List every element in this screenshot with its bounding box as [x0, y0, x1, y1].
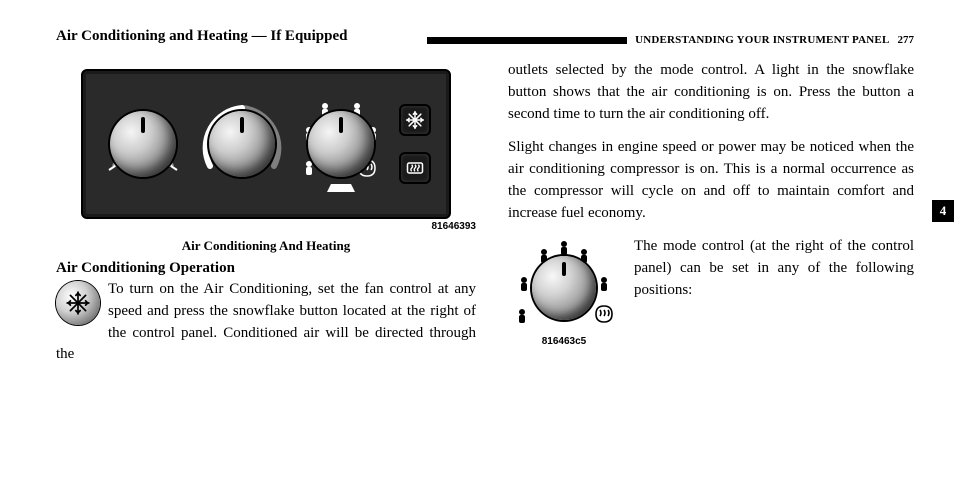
ac-snowflake-button	[399, 104, 431, 136]
snowflake-icon	[405, 110, 425, 130]
page-header: UNDERSTANDING YOUR INSTRUMENT PANEL 277	[427, 34, 914, 46]
temperature-dial	[209, 111, 275, 177]
fan-dial-group	[98, 79, 188, 209]
mode-control-block: 816463c5 The mode control (at the right …	[508, 236, 914, 347]
mode-dial	[308, 111, 374, 177]
fan-dial	[110, 111, 176, 177]
mode-dial-figure: 816463c5	[508, 236, 620, 347]
hvac-control-panel	[81, 69, 451, 219]
left-column: Air Conditioning and Heating — If Equipp…	[56, 28, 476, 476]
section-tab: 4	[932, 200, 954, 222]
panel-caption: Air Conditioning And Heating	[56, 238, 476, 254]
rear-defrost-button	[399, 152, 431, 184]
page-number: 277	[898, 34, 915, 46]
rear-defrost-icon	[405, 158, 425, 178]
header-rule	[427, 37, 627, 44]
left-heading: Air Conditioning and Heating — If Equipp…	[56, 28, 476, 45]
section-title: UNDERSTANDING YOUR INSTRUMENT PANEL	[635, 34, 889, 46]
temperature-dial-group	[197, 79, 287, 209]
hvac-panel-figure: 81646393 Air Conditioning And Heating	[56, 63, 476, 256]
panel-image-id: 81646393	[56, 221, 476, 232]
right-para-2: Slight changes in engine speed or power …	[508, 137, 914, 224]
operation-paragraph: To turn on the Air Conditioning, set the…	[56, 279, 476, 366]
right-para-1: outlets selected by the mode control. A …	[508, 60, 914, 125]
snowflake-bullet-icon	[56, 281, 100, 325]
panel-buttons	[395, 104, 435, 184]
mode-image-id: 816463c5	[542, 336, 587, 347]
mode-text: The mode control (at the right of the co…	[634, 236, 914, 301]
mode-dial-group	[296, 79, 386, 209]
right-column: outlets selected by the mode control. A …	[508, 28, 914, 476]
operation-text: To turn on the Air Conditioning, set the…	[56, 281, 476, 362]
left-subheading: Air Conditioning Operation	[56, 260, 476, 277]
mode-dial-small	[532, 256, 596, 320]
